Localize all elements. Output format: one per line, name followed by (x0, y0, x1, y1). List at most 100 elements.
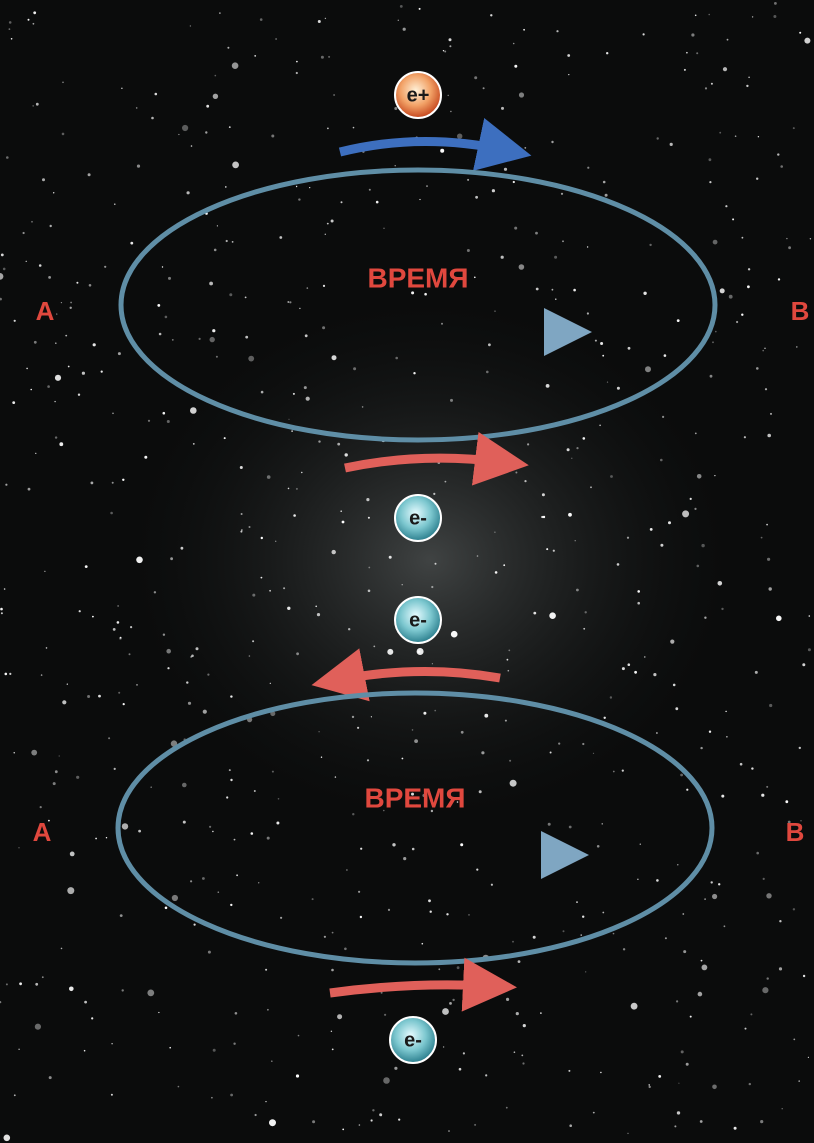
star (515, 1012, 519, 1016)
star (626, 536, 630, 539)
arrow (329, 957, 517, 1012)
star (0, 253, 4, 257)
star (670, 639, 675, 644)
star (571, 457, 573, 459)
star (467, 178, 470, 181)
star (10, 38, 13, 40)
star (699, 1120, 703, 1123)
star (547, 822, 551, 826)
star (482, 87, 485, 90)
star (747, 285, 750, 289)
star (760, 1120, 764, 1124)
star (271, 1060, 273, 1062)
star (373, 645, 376, 648)
star (512, 180, 515, 184)
star (549, 612, 556, 619)
electron (394, 596, 442, 644)
star (567, 54, 571, 57)
star (462, 1052, 465, 1055)
star (4, 672, 8, 676)
star (418, 7, 421, 10)
star (212, 1048, 216, 1052)
star (660, 458, 663, 462)
star (798, 746, 801, 750)
star (488, 343, 491, 347)
star (195, 647, 199, 651)
star (119, 914, 123, 917)
star (394, 165, 396, 167)
star (732, 218, 735, 221)
star (62, 81, 64, 84)
star (401, 584, 403, 586)
star (177, 1085, 180, 1088)
star (555, 298, 557, 300)
star (484, 713, 489, 718)
star (295, 487, 298, 490)
star (460, 843, 464, 847)
star (87, 173, 91, 177)
star (315, 605, 318, 608)
star (426, 185, 428, 188)
star (708, 158, 712, 162)
star (686, 788, 689, 791)
star (584, 611, 587, 614)
star (395, 356, 399, 360)
star (13, 752, 15, 754)
star (54, 374, 62, 381)
star (596, 845, 600, 848)
star (320, 55, 324, 59)
star (252, 640, 255, 643)
star (78, 610, 81, 613)
star (337, 442, 341, 446)
star (601, 823, 603, 825)
star (721, 794, 725, 798)
star (151, 116, 154, 120)
particle-label: e- (404, 1029, 422, 1051)
star (766, 785, 769, 788)
star (764, 347, 766, 349)
star (291, 430, 293, 432)
star (576, 447, 579, 450)
star (442, 1008, 449, 1015)
star (58, 755, 60, 757)
star (231, 62, 239, 69)
star (113, 767, 116, 771)
star (696, 474, 702, 479)
star (306, 287, 309, 289)
star (331, 931, 334, 934)
star (265, 968, 268, 971)
star (158, 1011, 160, 1014)
star (610, 475, 613, 478)
star (0, 607, 3, 611)
star (750, 1013, 753, 1016)
star (542, 515, 546, 519)
star (166, 648, 171, 654)
star (202, 709, 207, 714)
star (164, 315, 168, 319)
star (287, 301, 290, 303)
star (494, 531, 496, 533)
star (689, 1015, 692, 1018)
star (656, 137, 659, 140)
star (31, 220, 33, 223)
star (644, 656, 646, 658)
star (110, 511, 113, 515)
star (187, 701, 192, 705)
star (287, 487, 290, 490)
star (344, 947, 347, 951)
star (162, 633, 166, 636)
star (147, 989, 155, 997)
star (776, 615, 782, 622)
star (297, 1034, 300, 1037)
star (485, 1074, 488, 1077)
star (289, 301, 292, 304)
star (672, 683, 676, 687)
star (207, 950, 211, 954)
star (186, 191, 190, 195)
star (586, 246, 589, 248)
star (189, 25, 192, 27)
star (98, 694, 101, 698)
star (383, 227, 385, 229)
star (466, 249, 470, 252)
star (162, 411, 166, 415)
